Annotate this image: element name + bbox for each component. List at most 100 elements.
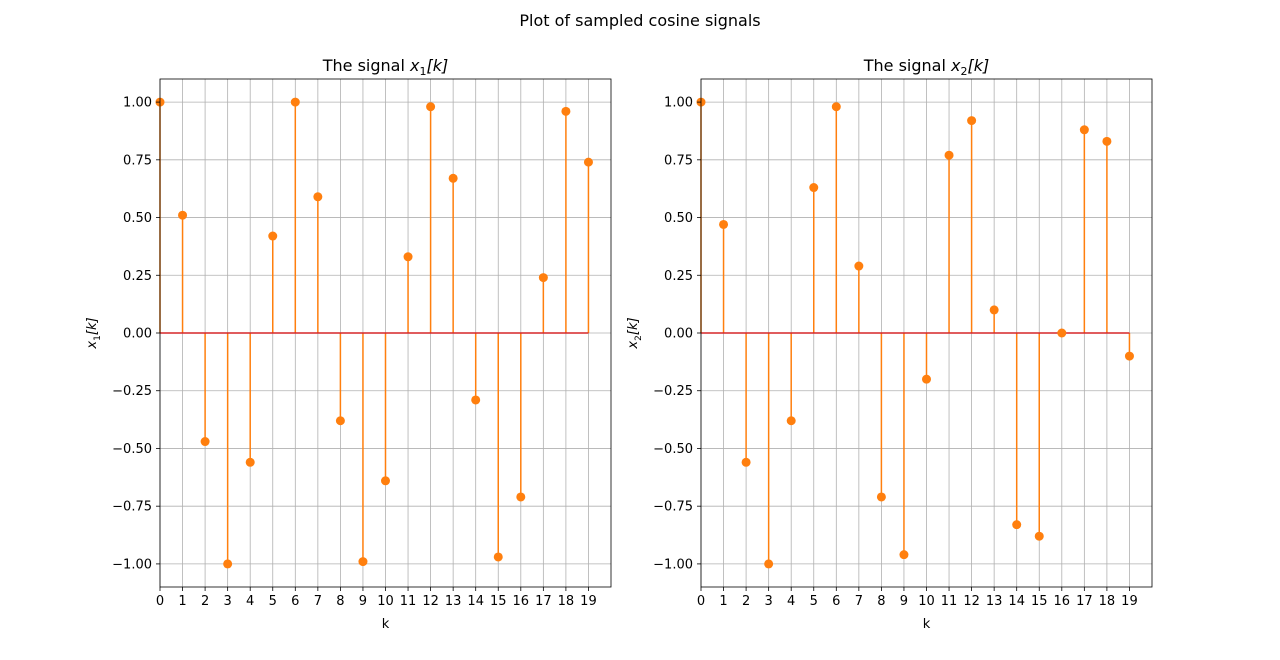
x-tick-label: 11 — [400, 594, 417, 609]
stem-marker — [1079, 125, 1089, 135]
figure-title: Plot of sampled cosine signals — [519, 11, 761, 30]
subplot-title-var: x — [950, 56, 961, 75]
stem-marker — [471, 395, 481, 405]
stem-marker — [989, 305, 999, 315]
y-axis-label-arg: [k] — [626, 317, 641, 335]
stem-marker — [403, 252, 413, 262]
subplot-title-arg: [k] — [967, 56, 989, 75]
x-tick-label: 15 — [490, 594, 507, 609]
stem-marker — [200, 437, 210, 447]
stem-marker — [719, 219, 729, 229]
y-tick-label: 0.00 — [664, 327, 693, 342]
x-tick-label: 4 — [246, 594, 254, 609]
stem-marker — [786, 416, 796, 426]
stem-marker — [922, 374, 931, 384]
x-tick-label: 0 — [156, 594, 164, 609]
stem-marker — [1034, 531, 1044, 541]
y-axis-label: x1[k] — [85, 317, 103, 349]
x-tick-label: 19 — [1121, 594, 1138, 609]
stem-marker — [245, 457, 255, 467]
stem-marker — [1102, 136, 1112, 146]
stem-marker — [1057, 328, 1067, 338]
x-tick-label: 3 — [765, 594, 773, 609]
subplot-title-sub: 2 — [960, 65, 967, 78]
x-tick-label: 8 — [877, 594, 885, 609]
y-tick-label: 0.75 — [664, 153, 693, 168]
x-tick-label: 17 — [1076, 594, 1093, 609]
y-tick-label: 0.50 — [123, 211, 152, 226]
subplot-title-arg: [k] — [426, 56, 448, 75]
stem-marker — [358, 557, 368, 567]
stem-marker — [1012, 520, 1022, 530]
stem-marker — [967, 116, 977, 126]
x-tick-label: 9 — [359, 594, 367, 609]
stem-marker — [944, 150, 954, 160]
y-tick-label: 1.00 — [664, 96, 693, 111]
subplot-title: The signal x1[k] — [322, 56, 448, 78]
y-tick-label: −0.25 — [112, 384, 152, 399]
y-tick-label: −1.00 — [653, 557, 693, 572]
subplot-title: The signal x2[k] — [863, 56, 989, 78]
x-tick-label: 5 — [810, 594, 818, 609]
y-axis-label-sub: 2 — [634, 335, 644, 341]
subplot-1: 0 1 2 3 4 5 6 7 8 9 10 11 12 13 14 15 16 17 18 191.000.750.… — [85, 56, 612, 632]
subplot-title-prefix: The signal — [863, 56, 951, 75]
y-axis-label-sub: 1 — [93, 335, 103, 341]
stem-marker — [448, 173, 458, 183]
subplot-2: 0 1 2 3 4 5 6 7 8 9 10 11 12 13 14 15 16 17 18 191.000.750.… — [626, 56, 1153, 632]
stem-marker — [335, 416, 345, 426]
y-axis-label-arg: [k] — [85, 317, 100, 335]
x-tick-label: 15 — [1031, 594, 1048, 609]
x-tick-label: 11 — [941, 594, 958, 609]
x-tick-label: 19 — [580, 594, 597, 609]
stem-marker — [583, 157, 593, 167]
x-tick-label: 18 — [558, 594, 575, 609]
x-tick-label: 7 — [855, 594, 863, 609]
stem-marker — [899, 550, 909, 560]
y-tick-label: −0.50 — [653, 442, 693, 457]
y-tick-label: 0.25 — [664, 269, 693, 284]
x-tick-label: 13 — [445, 594, 462, 609]
y-tick-label: 1.00 — [123, 96, 152, 111]
x-axis-label: k — [382, 617, 390, 632]
y-axis-label-var: x — [626, 341, 641, 350]
y-tick-label: 0.00 — [123, 327, 152, 342]
x-tick-label: 16 — [513, 594, 530, 609]
x-tick-label: 13 — [986, 594, 1003, 609]
x-tick-label: 10 — [918, 594, 935, 609]
x-tick-label: 12 — [963, 594, 980, 609]
x-tick-label: 2 — [742, 594, 750, 609]
x-tick-label: 3 — [224, 594, 232, 609]
x-tick-label: 16 — [1054, 594, 1071, 609]
stem-marker — [876, 492, 886, 502]
x-tick-label: 5 — [269, 594, 277, 609]
stem-marker — [538, 273, 548, 283]
y-axis-label-var: x — [85, 341, 100, 350]
stem-marker — [223, 559, 233, 569]
stem-marker — [854, 261, 864, 271]
x-tick-label: 1 — [719, 594, 727, 609]
stem-marker — [381, 476, 390, 486]
stem-marker — [516, 492, 526, 502]
stem-marker — [268, 231, 278, 241]
x-tick-label: 7 — [314, 594, 322, 609]
y-tick-label: −0.50 — [112, 442, 152, 457]
subplot-title-prefix: The signal — [322, 56, 410, 75]
subplot-title-sub: 1 — [419, 65, 426, 78]
x-tick-label: 0 — [697, 594, 705, 609]
y-tick-label: −0.25 — [653, 384, 693, 399]
y-tick-label: −0.75 — [653, 500, 693, 515]
x-tick-label: 4 — [787, 594, 795, 609]
x-tick-label: 2 — [201, 594, 209, 609]
stem-marker — [493, 552, 503, 562]
x-tick-label: 9 — [900, 594, 908, 609]
x-tick-label: 14 — [467, 594, 484, 609]
x-tick-label: 12 — [422, 594, 439, 609]
y-tick-label: 0.25 — [123, 269, 152, 284]
stem-marker — [809, 183, 819, 193]
x-tick-label: 6 — [291, 594, 299, 609]
stem-marker — [290, 97, 300, 107]
x-tick-label: 18 — [1099, 594, 1116, 609]
stem-marker — [313, 192, 323, 202]
x-tick-label: 8 — [336, 594, 344, 609]
